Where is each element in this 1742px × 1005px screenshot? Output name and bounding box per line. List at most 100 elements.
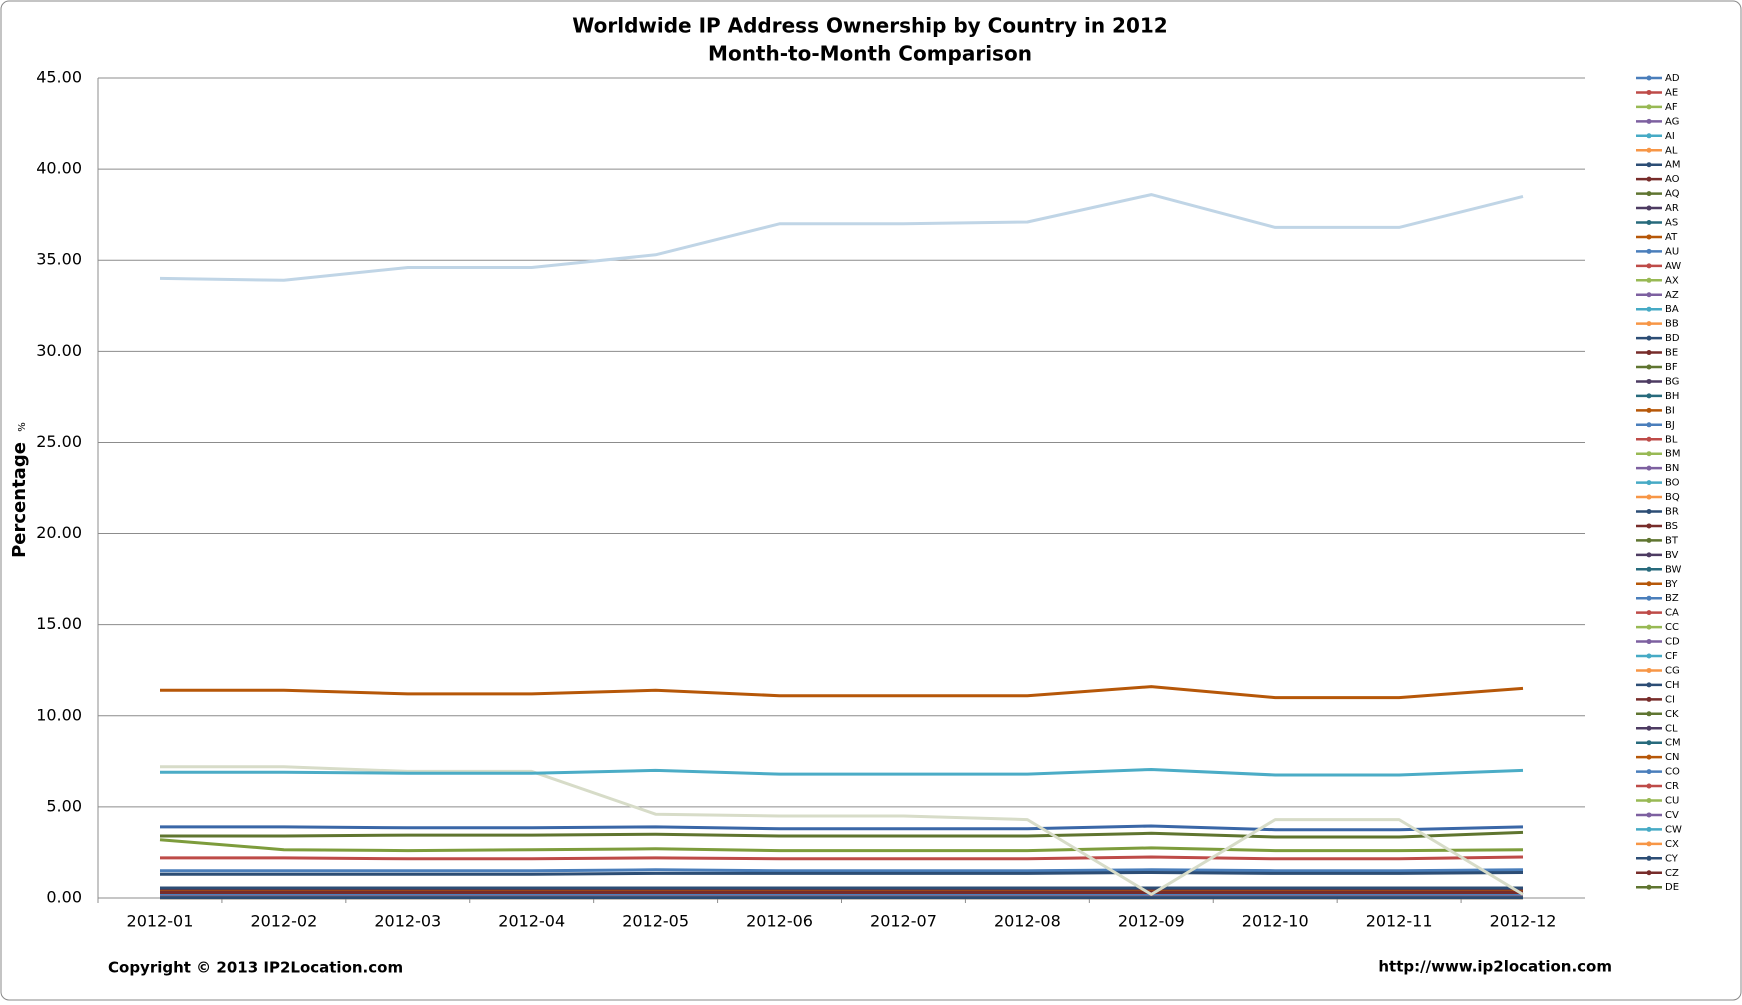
legend-marker: [1646, 191, 1652, 197]
legend-marker: [1646, 725, 1652, 731]
legend-label: AE: [1665, 87, 1678, 98]
legend-label: BW: [1665, 564, 1682, 575]
y-axis-label: Percentage: [9, 442, 30, 558]
legend-label: CL: [1665, 723, 1678, 734]
y-tick-label: 40.00: [36, 159, 82, 178]
legend-label: CW: [1665, 824, 1682, 835]
legend-marker: [1646, 855, 1652, 861]
legend-label: BS: [1665, 521, 1678, 532]
legend-marker: [1646, 566, 1652, 572]
legend-marker: [1646, 826, 1652, 832]
legend-label: CZ: [1665, 868, 1679, 879]
legend-label: CR: [1665, 781, 1679, 792]
legend-label: CH: [1665, 680, 1680, 691]
x-tick-label: 2012-11: [1366, 912, 1433, 931]
legend-label: AG: [1665, 116, 1679, 127]
legend-marker: [1646, 624, 1652, 630]
series-line: [160, 871, 1524, 876]
series-line: [160, 685, 1524, 700]
legend-marker: [1646, 393, 1652, 399]
x-tick-label: 2012-10: [1242, 912, 1309, 931]
legend-label: CF: [1665, 651, 1678, 662]
legend-marker: [1646, 812, 1652, 818]
legend-marker: [1646, 667, 1652, 673]
legend-marker: [1646, 234, 1652, 240]
y-tick-label: 20.00: [36, 523, 82, 542]
legend-marker: [1646, 248, 1652, 254]
legend-marker: [1646, 595, 1652, 601]
legend-marker: [1646, 321, 1652, 327]
legend-label: AT: [1665, 232, 1678, 243]
legend-marker: [1646, 480, 1652, 486]
legend-marker: [1646, 350, 1652, 356]
legend-marker: [1646, 783, 1652, 789]
legend-label: BT: [1665, 535, 1679, 546]
legend-label: BR: [1665, 507, 1679, 518]
legend-marker: [1646, 523, 1652, 529]
legend-marker: [1646, 205, 1652, 211]
legend-marker: [1646, 220, 1652, 225]
legend-label: AZ: [1665, 290, 1679, 301]
legend-marker: [1646, 407, 1652, 413]
legend-label: BG: [1665, 376, 1679, 387]
legend-label: BQ: [1665, 492, 1680, 503]
legend-label: BO: [1665, 478, 1680, 489]
legend-label: AS: [1665, 218, 1678, 229]
x-tick-label: 2012-03: [374, 912, 441, 931]
series-line: [159, 838, 1524, 853]
legend-marker: [1646, 422, 1652, 428]
legend-label: BZ: [1665, 593, 1679, 604]
legend-label: BA: [1665, 304, 1679, 315]
x-tick-label: 2012-01: [127, 912, 194, 931]
legend-marker: [1646, 451, 1652, 457]
y-tick-label: 35.00: [36, 250, 82, 269]
legend-marker: [1646, 436, 1652, 442]
x-tick-label: 2012-09: [1118, 912, 1185, 931]
chart-subtitle: Month-to-Month Comparison: [708, 42, 1032, 66]
legend-marker: [1646, 754, 1652, 760]
legend-marker: [1646, 335, 1652, 341]
legend-marker: [1646, 277, 1652, 283]
legend-label: CN: [1665, 752, 1679, 763]
x-tick-label: 2012-12: [1490, 912, 1557, 931]
legend-label: BV: [1665, 550, 1679, 561]
legend-label: CY: [1665, 853, 1679, 864]
legend-marker: [1646, 364, 1652, 370]
legend-marker: [1646, 552, 1652, 558]
x-tick-label: 2012-07: [870, 912, 937, 931]
legend-marker: [1646, 133, 1652, 139]
legend-label: CU: [1665, 796, 1679, 807]
y-tick-label: 15.00: [36, 614, 82, 633]
series-line: [160, 830, 1524, 839]
y-tick-label: 10.00: [36, 705, 82, 724]
chart-title: Worldwide IP Address Ownership by Countr…: [572, 14, 1167, 38]
x-tick-label: 2012-08: [994, 912, 1061, 931]
legend-marker: [1646, 769, 1652, 775]
legend-marker: [1646, 798, 1652, 803]
legend-label: CI: [1665, 694, 1675, 705]
legend-label: AD: [1665, 73, 1680, 84]
legend-label: AW: [1665, 261, 1681, 272]
legend-marker: [1646, 682, 1652, 688]
legend-marker: [1646, 509, 1652, 514]
legend-label: DE: [1665, 882, 1679, 893]
legend-marker: [1646, 465, 1652, 471]
legend-marker: [1646, 118, 1652, 124]
legend-label: CA: [1665, 608, 1679, 619]
series-line: [160, 765, 1524, 896]
footer-url: http://www.ip2location.com: [1378, 958, 1612, 976]
series-line: [159, 193, 1524, 282]
legend-marker: [1646, 740, 1652, 746]
legend-label: AX: [1665, 275, 1679, 286]
y-tick-label: 0.00: [46, 888, 82, 907]
series-line: [160, 824, 1524, 832]
legend-label: AU: [1665, 246, 1679, 257]
legend-marker: [1646, 147, 1652, 153]
legend-label: BN: [1665, 463, 1679, 474]
legend-marker: [1646, 176, 1652, 182]
legend-marker: [1646, 581, 1652, 587]
legend-label: BB: [1665, 319, 1679, 330]
